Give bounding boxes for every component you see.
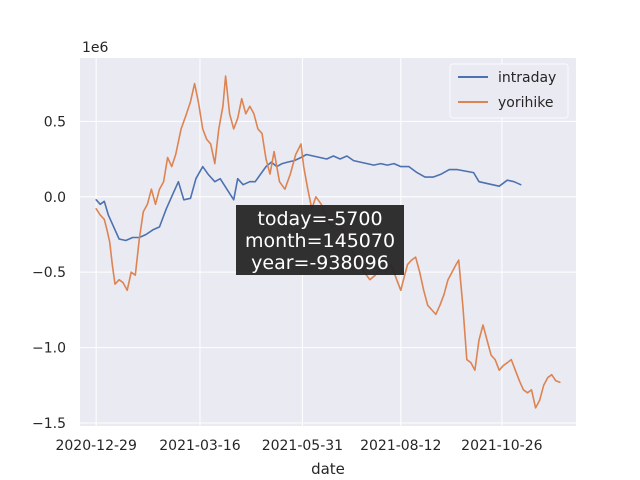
legend: intraday yorihike — [449, 63, 569, 119]
x-tick-label: 2021-03-16 — [159, 438, 240, 454]
series-line-intraday — [95, 153, 522, 242]
x-tick-label: 2021-05-31 — [262, 438, 343, 454]
annotation-today: today=-5700 — [257, 208, 382, 230]
x-tick-label: 2021-10-26 — [461, 438, 542, 454]
x-tick-labels: 2020-12-29 2021-03-16 2021-05-31 2021-08-12… — [55, 438, 542, 454]
annotation-month: month=145070 — [245, 230, 395, 252]
annotation-box — [236, 205, 404, 275]
y-tick-label: −1.5 — [32, 416, 66, 432]
y-tick-label: 0.0 — [44, 190, 66, 206]
y-tick-label: −1.0 — [32, 341, 66, 357]
y-tick-label: 0.5 — [44, 114, 66, 130]
series-layer — [95, 75, 561, 409]
x-tick-label: 2020-12-29 — [55, 438, 136, 454]
x-tick-label: 2021-08-12 — [360, 438, 441, 454]
legend-label-intraday: intraday — [498, 70, 556, 86]
y-tick-labels: 0.5 0.0 −0.5 −1.0 −1.5 — [32, 114, 66, 432]
annotation-year: year=-938096 — [251, 252, 389, 274]
x-axis-label: date — [311, 460, 345, 478]
y-offset-label: 1e6 — [82, 40, 109, 56]
legend-label-yorihike: yorihike — [498, 95, 553, 111]
series-line-yorihike — [95, 75, 561, 409]
stats-annotation: today=-5700 month=145070 year=-938096 — [236, 205, 404, 275]
y-tick-label: −0.5 — [32, 265, 66, 281]
